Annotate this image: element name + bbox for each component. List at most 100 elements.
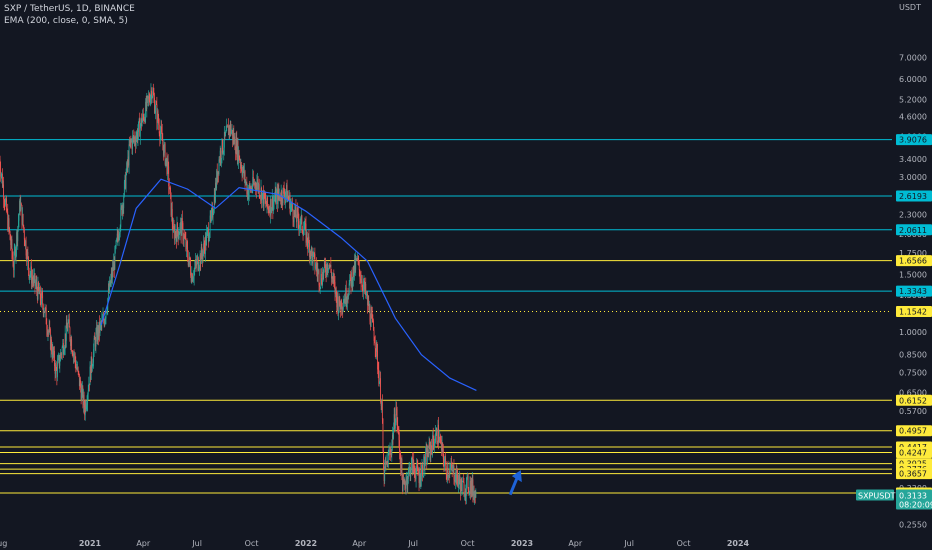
candle-body — [114, 247, 116, 270]
candle-body — [289, 195, 290, 201]
candle-body — [245, 182, 247, 183]
candle-body — [87, 390, 89, 395]
candle-body — [15, 248, 17, 259]
candle-body — [239, 160, 241, 166]
candle-body — [379, 378, 381, 383]
candle-body — [267, 207, 269, 209]
candle-body — [208, 238, 210, 242]
candle-body — [282, 188, 284, 203]
level-badge-label: 1.3343 — [899, 287, 927, 296]
candle-body — [325, 264, 326, 272]
candle-body — [288, 198, 290, 201]
candle-body — [368, 306, 370, 310]
candle-body — [100, 322, 102, 324]
candle-body — [343, 302, 345, 304]
candle-body — [238, 150, 240, 160]
candle-body — [403, 480, 405, 483]
candle-body — [291, 202, 293, 210]
time-tick-label: 2024 — [727, 539, 750, 548]
candle-body — [284, 194, 286, 201]
candle-body — [231, 129, 233, 132]
time-axis[interactable]: Aug 2021 Apr Jul Oct 2022 Apr Jul Oct 2023 Apr Jul O… — [0, 537, 932, 550]
candle-body — [421, 465, 423, 471]
candle-body — [315, 264, 317, 268]
candle-body — [134, 137, 136, 142]
candle-body — [86, 403, 88, 406]
candle-body — [251, 187, 252, 191]
candle-body — [84, 407, 86, 416]
candle-body — [440, 439, 442, 441]
candle-body — [32, 279, 34, 282]
candle-body — [436, 429, 438, 443]
candle-body — [54, 366, 56, 374]
candle-body — [400, 458, 402, 471]
candle-body — [334, 279, 335, 282]
candle-body — [394, 422, 396, 429]
indicator-legend[interactable]: EMA (200, close, 0, SMA, 5) — [4, 16, 128, 26]
candle-body — [249, 184, 251, 187]
candle-body — [276, 193, 277, 204]
candle-body — [190, 275, 192, 282]
candle-body — [377, 369, 379, 371]
candle-body — [301, 215, 303, 230]
candle-body — [13, 250, 15, 271]
candle-body — [277, 188, 279, 205]
candle-body — [335, 287, 337, 295]
candle-body — [285, 192, 287, 196]
level-badge — [896, 134, 932, 146]
candle-body — [460, 483, 461, 494]
candle-body — [68, 319, 70, 323]
candle-body — [452, 465, 454, 467]
candle-body — [416, 462, 418, 471]
candle-body — [49, 327, 51, 330]
candle-body — [387, 453, 389, 468]
candle-body — [359, 269, 361, 279]
candle-body — [265, 204, 267, 207]
candle-body — [225, 131, 227, 132]
candle-body — [436, 442, 438, 444]
candle-body — [148, 96, 149, 99]
candle-body — [349, 274, 351, 278]
candle-body — [97, 327, 99, 342]
candle-body — [342, 308, 344, 310]
candle-body — [129, 144, 131, 145]
candle-body — [152, 91, 154, 97]
candle-body — [247, 188, 248, 194]
candle-body — [146, 96, 148, 109]
candle-body — [49, 329, 51, 350]
candle-body — [257, 179, 259, 190]
candle-body — [432, 434, 434, 443]
candle-body — [41, 292, 43, 296]
candle-body — [74, 354, 76, 356]
candle-body — [428, 456, 429, 457]
candle-body — [328, 268, 329, 269]
candle-body — [199, 266, 200, 270]
candle-body — [185, 238, 187, 250]
candle-body — [305, 222, 306, 224]
candle-body — [428, 442, 430, 457]
candle-body — [106, 311, 107, 313]
candle-body — [131, 140, 133, 149]
candle-body — [445, 465, 447, 475]
candle-body — [119, 227, 121, 234]
candle-body — [293, 219, 294, 223]
candle-body — [400, 459, 402, 471]
candle-body — [65, 333, 67, 342]
candle-body — [195, 261, 197, 264]
candle-body — [455, 471, 457, 482]
candle-body — [61, 354, 62, 355]
candle-body — [167, 158, 168, 175]
candle-body — [4, 202, 6, 206]
symbol-title[interactable]: SXP / TetherUS, 1D, BINANCE — [4, 4, 135, 14]
candle-body — [473, 491, 474, 496]
candle-body — [183, 239, 184, 241]
candle-body — [466, 476, 468, 481]
candle-body — [156, 104, 158, 123]
candle-body — [24, 239, 26, 246]
candle-body — [183, 235, 185, 241]
candle-body — [448, 475, 450, 477]
ticker-badge-label: SXPUSDT — [858, 491, 895, 500]
candle-body — [44, 311, 45, 313]
candle-body — [135, 138, 137, 146]
